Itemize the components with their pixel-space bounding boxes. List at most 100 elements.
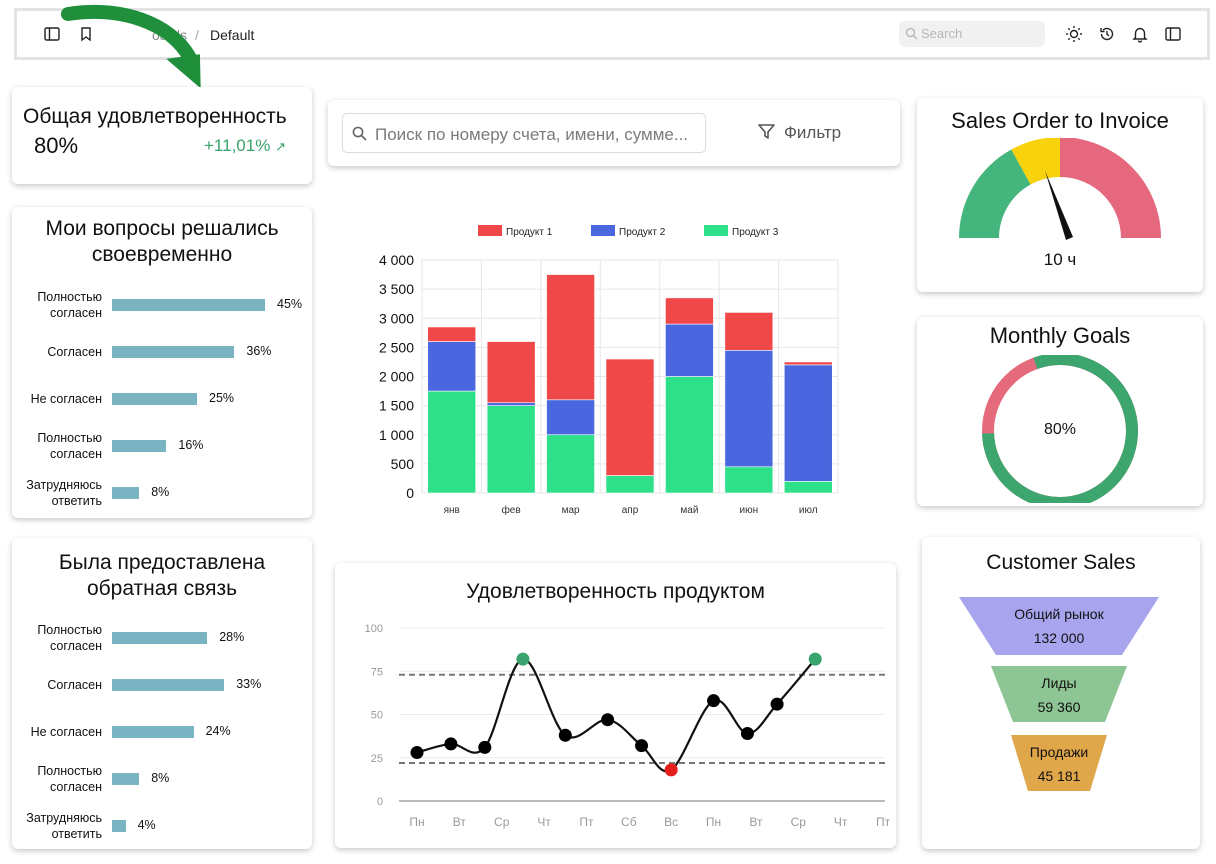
sales-order-gauge-card: Sales Order to Invoice 10 ч [917, 98, 1203, 292]
card-title: Monthly Goals [989, 323, 1131, 348]
invoice-search-input[interactable]: Поиск по номеру счета, имени, сумме... [342, 113, 706, 153]
card-title-line1: Была предоставлена [58, 551, 266, 574]
survey-row: Полностью согласен 45% [12, 289, 312, 323]
funnel-stage-label: Продажи [1030, 744, 1088, 760]
survey-percent: 8% [151, 771, 170, 785]
arrow-annotation-icon [61, 4, 201, 89]
x-tick-label: янв [444, 505, 460, 515]
data-point [808, 652, 822, 666]
gauge-needle [1044, 170, 1073, 240]
gauge-segment [1060, 138, 1161, 238]
funnel-stage [1011, 735, 1107, 791]
bar-segment [605, 358, 655, 476]
search-input[interactable]: Search [899, 21, 1045, 47]
y-tick-label: 0 [377, 796, 383, 808]
bar-segment [783, 364, 833, 482]
survey-row-label: Не согласен [30, 725, 102, 739]
data-point [740, 727, 754, 741]
card-title: Общая удовлетворенность [23, 105, 287, 128]
star-icon[interactable] [77, 25, 95, 43]
x-tick-label: фев [502, 504, 521, 515]
x-tick-label: апр [622, 505, 639, 515]
survey-percent: 8% [151, 485, 170, 499]
data-point [601, 713, 615, 727]
y-tick-label: 25 [371, 753, 383, 765]
series-line [416, 658, 817, 773]
survey-bar [112, 820, 126, 832]
x-tick-label: Чт [537, 815, 551, 829]
x-tick-label: май [680, 505, 698, 515]
delta-text: +11,01% [204, 136, 271, 155]
bar-segment [665, 297, 714, 325]
y-tick-label: 100 [365, 623, 383, 635]
bar-segment [665, 376, 714, 494]
funnel-stage-label: Лиды [1041, 675, 1076, 691]
x-tick-label: Пт [876, 815, 891, 829]
survey-card-timely: Мои вопросы решались своевременно Полнос… [12, 207, 312, 518]
bar-segment [783, 361, 833, 366]
filter-label: Фильтр [784, 123, 842, 142]
legend-label: Продукт 3 [732, 227, 779, 238]
filter-icon [758, 124, 775, 139]
bar-segment [427, 390, 477, 494]
bar-segment [486, 405, 536, 494]
bar-segment [724, 312, 774, 351]
search-icon [905, 27, 918, 40]
survey-row-label: Полностью согласен [37, 290, 102, 320]
gauge-segment [959, 149, 1031, 238]
x-tick-label: Пн [706, 815, 721, 829]
survey-bar [112, 393, 197, 405]
x-tick-label: Пт [579, 815, 594, 829]
y-tick-label: 3 500 [379, 281, 414, 297]
card-title-line2: обратная связь [86, 577, 238, 600]
bar-segment [546, 399, 595, 436]
monthly-products-bar-chart: Продукт 1 Продукт 2 Продукт 3 4 000 3 500 3 0… [379, 225, 839, 515]
satisfaction-value: 80% [34, 133, 79, 158]
x-tick-label: июн [740, 505, 759, 515]
product-satisfaction-card: Удовлетворенность продуктом 100 75 50 25 0 Пн… [335, 563, 896, 848]
trend-up-icon: ↗ [275, 139, 286, 154]
panel-toggle-icon[interactable] [1164, 25, 1182, 43]
search-filter-panel: Поиск по номеру счета, имени, сумме... Ф… [328, 100, 900, 166]
survey-row: Согласен 36% [12, 336, 312, 370]
survey-row: Согласен 33% [12, 669, 312, 703]
bell-icon[interactable] [1131, 25, 1149, 43]
y-tick-label: 1 000 [379, 427, 414, 443]
funnel-stage-value: 59 360 [1038, 699, 1081, 715]
x-tick-label: Сб [621, 815, 637, 829]
legend-swatch [704, 225, 728, 236]
sidebar-toggle-icon[interactable] [43, 25, 61, 43]
goals-value: 80% [1043, 421, 1077, 438]
monthly-goals-card: Monthly Goals 80% [917, 317, 1203, 506]
data-point [410, 746, 424, 760]
survey-row: Полностью согласен 8% [12, 763, 312, 797]
survey-bar [112, 726, 194, 738]
survey-row: Полностью согласен 16% [12, 430, 312, 464]
survey-row: Не согласен 24% [12, 716, 312, 750]
bar-segment [605, 475, 655, 494]
funnel-stage-label: Общий рынок [1014, 606, 1104, 622]
sun-icon[interactable] [1065, 25, 1083, 43]
funnel-stage-value: 132 000 [1034, 630, 1085, 646]
survey-row-label: Затрудняюсь ответить [26, 811, 102, 841]
filter-button[interactable]: Фильтр [758, 112, 878, 152]
survey-bar [112, 440, 167, 452]
bar-segment [427, 341, 477, 392]
y-tick-label: 1 500 [379, 398, 414, 414]
x-tick-label: Ср [791, 815, 807, 829]
data-point [664, 763, 678, 777]
data-point [478, 740, 492, 754]
breadcrumb-separator: / [195, 27, 199, 43]
survey-row-label: Согласен [47, 345, 102, 359]
survey-row: Не согласен 25% [12, 383, 312, 417]
bar-segment [724, 349, 774, 468]
history-icon[interactable] [1098, 25, 1116, 43]
search-placeholder: Поиск по номеру счета, имени, сумме... [375, 125, 689, 144]
data-point [635, 739, 649, 753]
bar-segment [546, 274, 595, 401]
survey-row-label: Не согласен [30, 392, 102, 406]
y-tick-label: 2 000 [379, 369, 414, 385]
x-tick-label: Вт [749, 815, 763, 829]
survey-percent: 28% [219, 630, 245, 644]
customer-sales-card: Customer Sales Общий рынок 132 000 Лиды 59 … [922, 537, 1200, 849]
